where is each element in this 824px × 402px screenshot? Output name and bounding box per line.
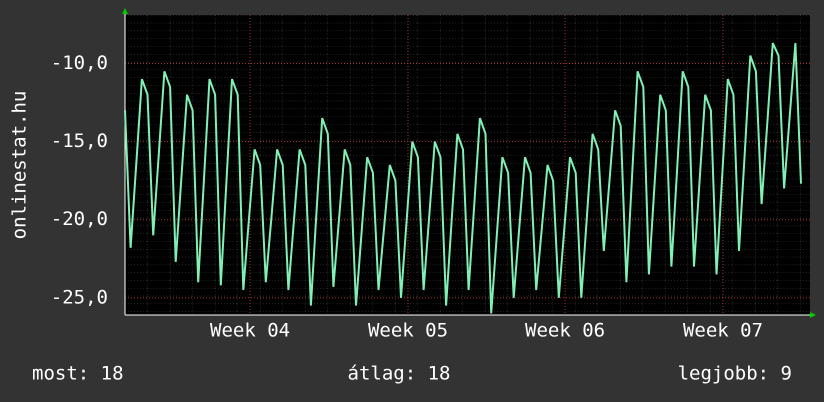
x-tick-label: Week 06 (525, 320, 605, 342)
footer-average: átlag: 18 (348, 363, 451, 385)
y-tick-label: -25,0 (51, 286, 108, 308)
x-tick-label: Week 05 (368, 320, 448, 342)
y-tick-label: -15,0 (51, 130, 108, 152)
y-tick-label: -10,0 (51, 52, 108, 74)
footer-best: legjobb: 9 (678, 363, 792, 385)
y-tick-label: -20,0 (51, 208, 108, 230)
x-tick-label: Week 04 (210, 320, 290, 342)
y-axis-label: onlinestat.hu (9, 91, 31, 240)
y-arrow (122, 8, 128, 14)
footer-current: most: 18 (32, 363, 124, 385)
series-line (124, 42, 802, 314)
x-tick-label: Week 07 (683, 320, 763, 342)
x-arrow (810, 312, 816, 318)
